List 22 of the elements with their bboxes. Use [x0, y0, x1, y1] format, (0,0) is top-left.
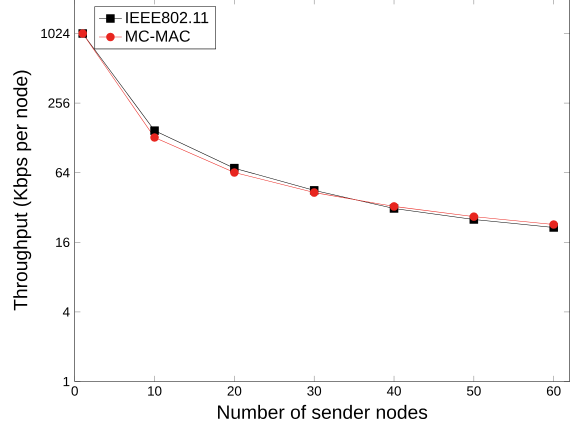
x-axis-title: Number of sender nodes: [218, 404, 428, 420]
x-tick-label: 10: [148, 386, 162, 396]
point: [470, 212, 478, 221]
y-tick-label: 64: [56, 168, 70, 178]
legend-label: IEEE802.11: [126, 12, 208, 24]
x-tick-label: 40: [386, 386, 401, 396]
y-tick-label: 1: [64, 376, 70, 386]
y-tick-label: 256: [48, 98, 70, 108]
point: [549, 220, 558, 229]
legend-label: MC-MAC: [126, 30, 190, 42]
point: [150, 126, 159, 135]
x-tick-label: 0: [72, 386, 78, 396]
y-tick-label: 4: [62, 307, 70, 317]
y-tick-label: 16: [56, 238, 70, 248]
x-tick-label: 20: [228, 386, 242, 396]
point: [150, 133, 159, 142]
x-tick-label: 60: [546, 386, 561, 396]
y-axis-title: Throughput (Kbps per node): [13, 70, 32, 310]
x-tick-label: 50: [466, 386, 481, 396]
x-tick-label: 30: [307, 386, 322, 396]
y-tick-label: 1024: [41, 28, 70, 38]
point: [230, 168, 239, 177]
